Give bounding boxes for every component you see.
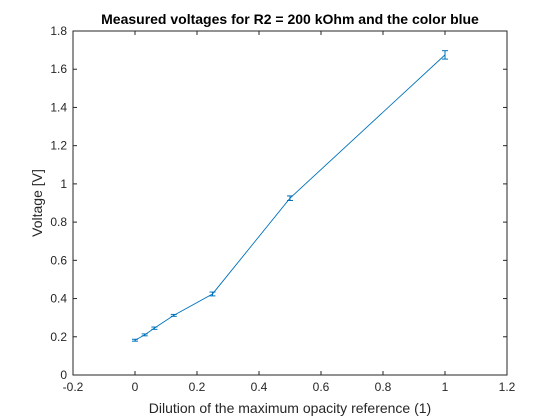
x-tick-label: 0	[132, 380, 139, 394]
x-tick-label: 0.4	[251, 380, 268, 394]
axes-box	[72, 30, 508, 376]
x-tick-label: 0.6	[313, 380, 330, 394]
y-axis-label: Voltage [V]	[29, 169, 45, 237]
plot-area	[72, 30, 508, 376]
y-tick-label: 1.8	[50, 24, 67, 38]
y-tick-label: 0.8	[50, 215, 67, 229]
y-tick-label: 1.2	[50, 139, 67, 153]
x-tick-label: 0.8	[375, 380, 392, 394]
error-bar	[141, 333, 148, 337]
y-tick-label: 0.4	[50, 292, 67, 306]
x-axis: -0.2 0 0.2 0.4 0.6 0.8 1 1.2	[63, 31, 516, 394]
x-tick-label: 1	[442, 380, 449, 394]
y-tick-label: 1.4	[50, 100, 67, 114]
error-bar	[442, 50, 448, 60]
x-axis-label: Dilution of the maximum opacity referenc…	[149, 400, 431, 416]
y-tick-label: 1	[60, 177, 67, 191]
y-tick-label: 0.2	[50, 330, 67, 344]
x-tick-label: -0.2	[63, 380, 84, 394]
error-bar	[287, 195, 293, 202]
chart-title: Measured voltages for R2 = 200 kOhm and …	[101, 11, 479, 27]
y-tick-label: 0.6	[50, 253, 67, 267]
y-tick-label: 1.6	[50, 62, 67, 76]
error-bar	[170, 313, 177, 317]
y-tick-label: 0	[60, 368, 67, 382]
error-bar	[132, 338, 138, 342]
error-bar	[151, 326, 158, 330]
y-axis: 0 0.2 0.4 0.6 0.8 1 1.2 1.4 1.6 1.8	[50, 24, 507, 382]
series-layer	[132, 50, 448, 342]
x-tick-label: 0.2	[189, 380, 206, 394]
error-bar	[209, 291, 216, 297]
x-tick-label: 1.2	[499, 380, 516, 394]
